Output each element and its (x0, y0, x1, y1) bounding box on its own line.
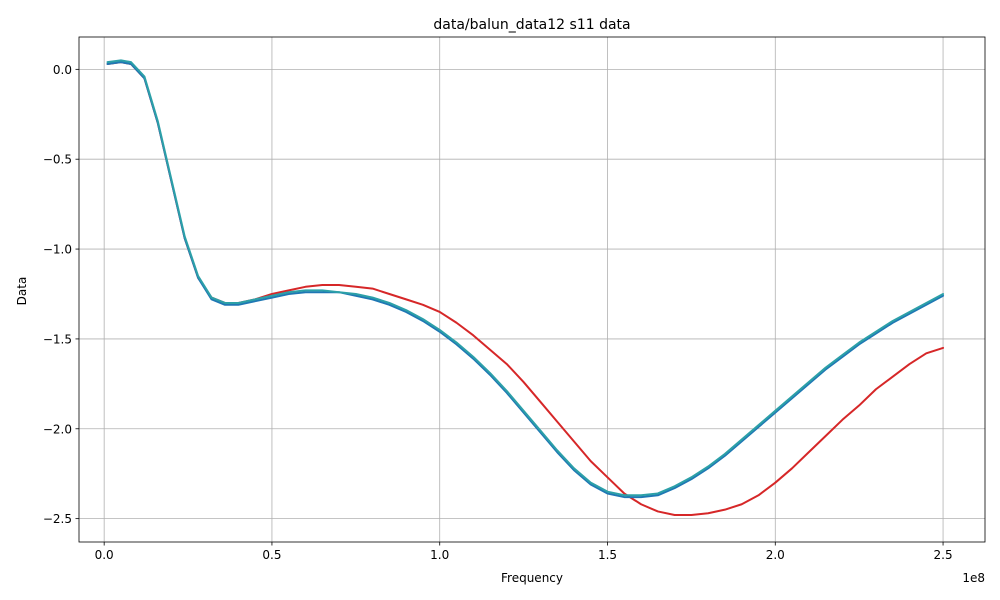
chart-title: data/balun_data12 s11 data (433, 17, 630, 33)
x-tick-label: 1.5 (598, 548, 617, 562)
y-tick-label: −1.0 (43, 243, 72, 257)
x-tick-label: 2.5 (934, 548, 953, 562)
y-tick-label: 0.0 (53, 63, 72, 77)
series-line-3 (106, 59, 945, 497)
x-tick-label: 2.0 (766, 548, 785, 562)
y-tick-label: −1.5 (43, 332, 72, 346)
grid-lines (79, 37, 985, 542)
axis-ticks: 0.0 0.5 1.0 1.5 2.0 2.5 0.0 −0.5 −1.0 −1.5 −2.0 −2.… (43, 63, 953, 562)
x-axis-label: Frequency (501, 571, 563, 585)
series-line-1 (106, 61, 945, 517)
plot-area-frame (78, 36, 986, 543)
x-axis-offset-label: 1e8 (962, 571, 985, 585)
series-line-2 (106, 61, 945, 499)
x-tick-label: 1.0 (430, 548, 449, 562)
y-axis-label: Data (15, 277, 29, 306)
y-tick-label: −2.5 (43, 512, 72, 526)
y-tick-label: −0.5 (43, 153, 72, 167)
y-tick-label: −2.0 (43, 422, 72, 436)
x-tick-label: 0.5 (262, 548, 281, 562)
x-tick-label: 0.0 (95, 548, 114, 562)
series-lines (106, 59, 945, 517)
